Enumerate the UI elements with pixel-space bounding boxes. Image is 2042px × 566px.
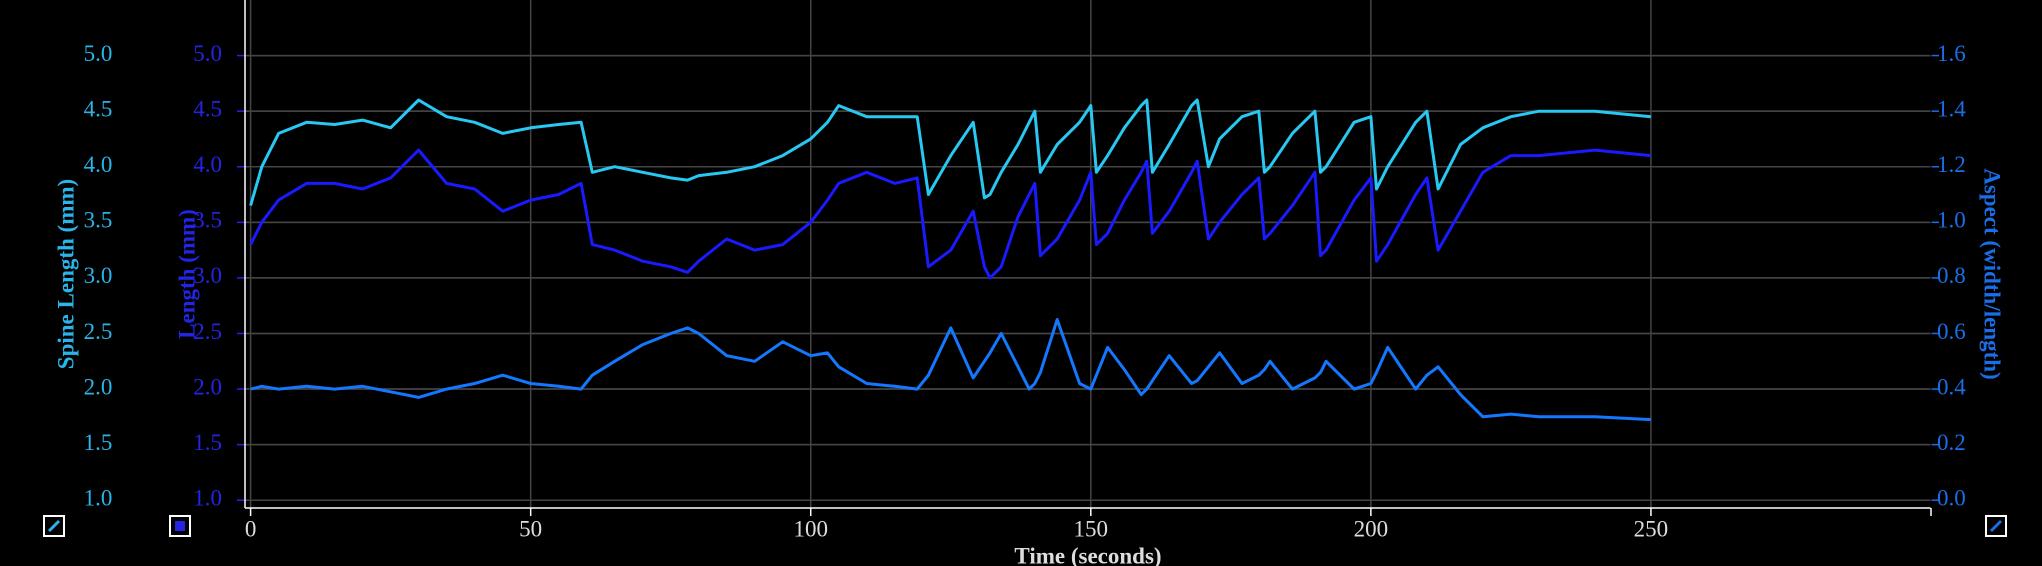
y-tick-label: 4.0 (193, 152, 222, 177)
y-tick-label: 3.0 (193, 263, 222, 288)
y-tick-label: 2.0 (193, 374, 222, 399)
checkbox-icon (47, 519, 61, 533)
y-tick-label: 3.5 (193, 208, 222, 233)
y-tick-label: 4.5 (84, 96, 113, 121)
y-axis-title: Aspect (width/length) (1980, 168, 2005, 379)
checkbox-icon (1989, 519, 2003, 533)
y-axis-title: Length (mm) (174, 209, 199, 339)
y-tick-label: 0.2 (1937, 430, 1966, 455)
series-line (250, 318, 1651, 422)
x-tick-label: 250 (1634, 516, 1669, 541)
y-tick-label: 2.5 (193, 319, 222, 344)
y-tick-label: 1.0 (1937, 208, 1966, 233)
y-tick-label: 0.4 (1937, 374, 1966, 399)
y-tick-label: 3.0 (84, 263, 113, 288)
y-tick-label: 1.0 (84, 486, 113, 511)
y-tick-label: 2.0 (84, 374, 113, 399)
y-tick-label: 5.0 (193, 41, 222, 66)
y-tick-label: 1.5 (193, 430, 222, 455)
series-line (249, 148, 1652, 280)
y-tick-label: 4.5 (193, 96, 222, 121)
series-line (249, 98, 1652, 207)
x-axis-title: Time (seconds) (1014, 543, 1161, 566)
y-tick-label: 3.5 (84, 208, 113, 233)
y-tick-label: 1.2 (1937, 152, 1966, 177)
y-tick-label: 1.4 (1937, 96, 1966, 121)
y-tick-label: 0.6 (1937, 319, 1966, 344)
x-tick-label: 100 (793, 516, 828, 541)
x-tick-label: 0 (245, 516, 257, 541)
y-tick-label: 0.8 (1937, 263, 1966, 288)
y-axis-title: Spine Length (mm) (53, 179, 78, 369)
y-tick-label: 1.6 (1937, 41, 1966, 66)
y-tick-label: 1.5 (84, 430, 113, 455)
y-tick-label: 4.0 (84, 152, 113, 177)
checkbox-icon (175, 521, 185, 531)
y-tick-label: 2.5 (84, 319, 113, 344)
y-tick-label: 5.0 (84, 41, 113, 66)
x-tick-label: 200 (1354, 516, 1389, 541)
x-tick-label: 150 (1074, 516, 1109, 541)
y-tick-label: 0.0 (1937, 486, 1966, 511)
y-tick-label: 1.0 (193, 486, 222, 511)
x-tick-label: 50 (519, 516, 542, 541)
